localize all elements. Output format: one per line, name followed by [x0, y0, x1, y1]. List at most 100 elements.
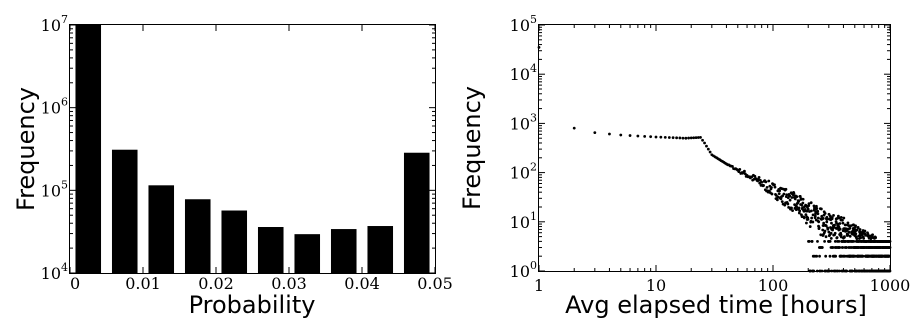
scatter-point [820, 246, 824, 249]
scatter-point [765, 186, 769, 189]
scatter-point [678, 136, 682, 140]
scatter-point [843, 223, 847, 227]
scatter-point [811, 213, 815, 217]
scatter-point [819, 233, 823, 237]
scatter-point [813, 214, 817, 218]
scatter-point [839, 235, 843, 239]
scatter-point [835, 216, 839, 220]
scatter-point [828, 239, 832, 243]
histogram-bar [257, 227, 284, 273]
scatter-point [824, 224, 828, 228]
left-x-tick-label: 0 [70, 274, 80, 293]
scatter-point [815, 207, 819, 210]
scatter-point [787, 206, 791, 209]
right-x-tick-label: 10 [646, 276, 666, 295]
scatter-point [753, 174, 757, 178]
scatter-point [705, 144, 708, 148]
scatter-point [608, 132, 611, 136]
scatter-point [643, 134, 647, 138]
scatter-point [807, 202, 811, 206]
scatter-point [855, 237, 859, 241]
scatter-point [782, 192, 786, 196]
scatter-point [792, 192, 796, 195]
scatter-point [858, 228, 862, 231]
scatter-point [815, 204, 818, 208]
scatter-point [811, 220, 815, 224]
scatter-point [829, 231, 833, 235]
right-y-tick-label: 100 [510, 259, 537, 281]
scatter-point [841, 218, 844, 222]
scatter-point [841, 221, 845, 225]
scatter-point [801, 201, 805, 205]
scatter-point [797, 206, 801, 210]
right-y-tick-label: 102 [510, 161, 537, 183]
scatter-point [699, 135, 702, 139]
scatter-point [830, 221, 833, 225]
scatter-point [791, 209, 794, 213]
histogram-bar [367, 226, 394, 273]
right-plot-frame [538, 24, 891, 272]
left-x-axis-title: Probability [189, 291, 316, 319]
scatter-point [770, 192, 774, 196]
scatter-point [823, 229, 827, 233]
scatter-point [829, 237, 833, 240]
scatter-point [810, 216, 814, 220]
scatter-point [790, 196, 794, 199]
scatter-point [824, 254, 828, 258]
scatter-point [636, 134, 640, 138]
right-y-tick-label: 104 [510, 62, 537, 84]
scatter-point [848, 234, 852, 238]
scatter-point [846, 221, 850, 225]
histogram-bar [184, 199, 211, 273]
scatter-point [822, 221, 826, 225]
scatter-point [848, 226, 852, 230]
histogram-bar [221, 210, 248, 273]
scatter-points [537, 46, 892, 273]
scatter-point [841, 246, 845, 249]
left-plot-frame [69, 24, 436, 274]
scatter-point [764, 180, 768, 184]
scatter-point [810, 239, 814, 243]
scatter-point [826, 227, 830, 231]
scatter-point [773, 185, 777, 189]
scatter-point [854, 232, 858, 236]
left-y-tick-label: 105 [41, 178, 68, 200]
scatter-point [835, 236, 839, 239]
left-x-tick-label: 0.02 [198, 274, 234, 293]
right-y-tick-label: 105 [510, 13, 537, 35]
right-axis-ticks: 1 10 100 1000 100 101 102 103 104 105 [510, 13, 911, 295]
scatter-point [838, 222, 842, 225]
scatter-point [854, 224, 857, 228]
scatter-point [694, 136, 698, 140]
scatter-point [816, 209, 820, 213]
scatter-point [832, 214, 835, 217]
scatter-point [701, 138, 704, 142]
scatter-point [737, 170, 741, 174]
scatter-point [852, 239, 856, 243]
scatter-point [816, 212, 820, 216]
scatter-point [706, 147, 710, 151]
histogram-bars [75, 25, 430, 273]
scatter-point [780, 200, 784, 204]
scatter-point [790, 206, 793, 210]
scatter-point [842, 216, 846, 220]
left-y-axis-title: Frequency [12, 87, 40, 211]
scatter-point [833, 223, 836, 227]
scatter-point [593, 131, 597, 135]
right-x-tick-label: 1 [534, 276, 544, 295]
scatter-point [708, 150, 712, 154]
scatter-point [839, 233, 843, 237]
probability-histogram: 0 0.01 0.02 0.03 0.04 0.05 104 105 106 107 Probab… [12, 13, 453, 319]
scatter-point [692, 136, 696, 140]
scatter-point [817, 226, 821, 230]
scatter-point [738, 167, 742, 171]
scatter-point [667, 136, 671, 139]
left-y-tick-label: 107 [41, 13, 68, 35]
scatter-point [786, 202, 790, 206]
scatter-point [785, 193, 789, 197]
scatter-point [770, 186, 773, 189]
scatter-point [663, 135, 667, 139]
scatter-point [834, 254, 838, 258]
scatter-point [696, 136, 700, 139]
